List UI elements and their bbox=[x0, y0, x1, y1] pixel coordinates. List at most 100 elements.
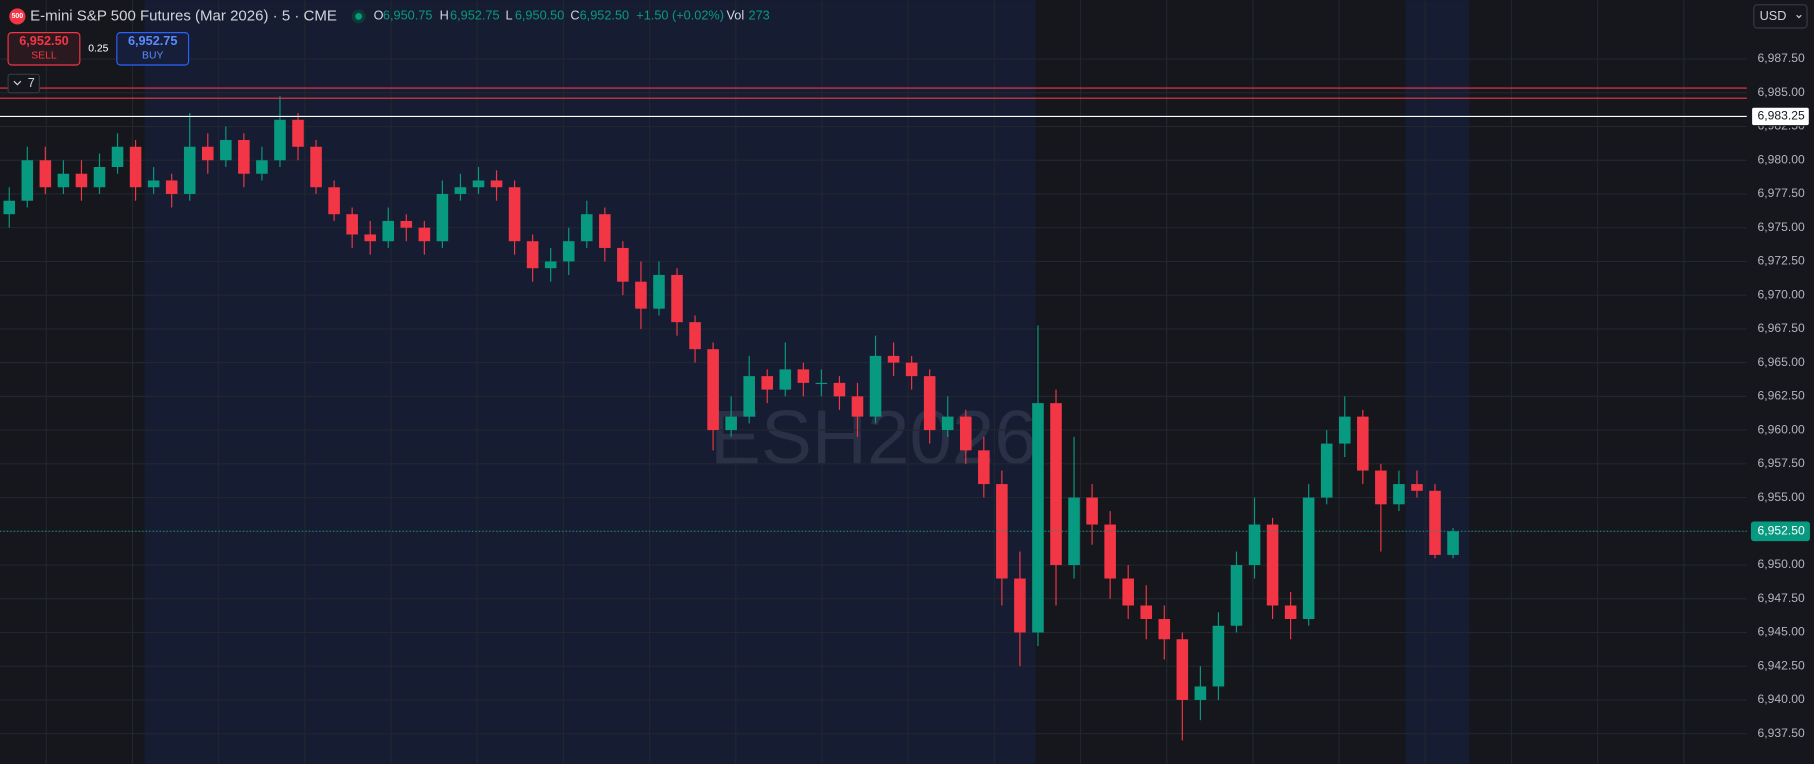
value: 6,950.75 bbox=[383, 8, 433, 23]
candle-body bbox=[129, 146, 142, 188]
candle-body bbox=[599, 214, 611, 248]
candle-body bbox=[1104, 524, 1116, 579]
candle-body bbox=[382, 220, 395, 242]
candle-body bbox=[436, 193, 449, 242]
candle-body bbox=[346, 214, 358, 235]
axis: 6,937.50 6,940.00 6,942.50 6,945.00 6,947.50… bbox=[1750, 51, 1810, 740]
y-tick-label: 6,972.50 bbox=[1758, 254, 1805, 268]
candle-body bbox=[779, 369, 792, 390]
candle-body bbox=[454, 187, 467, 194]
candle-body bbox=[1140, 605, 1153, 619]
candle-body bbox=[310, 146, 322, 188]
candle-body bbox=[57, 173, 70, 188]
y-tick-label: 6,937.50 bbox=[1758, 726, 1805, 740]
candle-body bbox=[562, 241, 575, 262]
candle-body bbox=[1194, 686, 1207, 700]
candle-body bbox=[1050, 403, 1062, 566]
candle-body bbox=[1158, 618, 1171, 640]
candle-body bbox=[1212, 625, 1225, 687]
y-tick-label: 6,947.50 bbox=[1758, 591, 1805, 605]
candle-body bbox=[1393, 484, 1405, 505]
candle-body bbox=[580, 214, 593, 242]
y-tick-label: 6,980.00 bbox=[1758, 152, 1805, 166]
candle-body bbox=[1429, 490, 1441, 555]
candle-body bbox=[526, 241, 539, 269]
price-axis bbox=[1746, 0, 1814, 764]
symbol-title[interactable]: E-mini S&P 500 Futures (Mar 2026) · 5 · … bbox=[30, 7, 337, 24]
value: 273 bbox=[749, 8, 770, 23]
candle-body bbox=[1447, 531, 1459, 555]
candle-body bbox=[1248, 524, 1261, 566]
currency-select[interactable] bbox=[1753, 4, 1808, 29]
y-tick-label: 6,967.50 bbox=[1758, 321, 1805, 335]
symbol-badge: 500 bbox=[12, 13, 24, 20]
candle-body bbox=[905, 362, 918, 377]
candle-body bbox=[797, 369, 810, 383]
sell-label: SELL bbox=[31, 51, 57, 62]
y-tick-label: 6,945.00 bbox=[1758, 625, 1805, 639]
candle-body bbox=[3, 200, 16, 215]
candle-body bbox=[292, 119, 304, 147]
change: +1.50 (+0.02%) bbox=[636, 8, 724, 23]
candle-body bbox=[183, 146, 196, 194]
candle-body bbox=[959, 416, 972, 451]
currency: USD bbox=[1760, 8, 1787, 23]
candle-body bbox=[1086, 497, 1098, 525]
y-tick-label: 6,987.50 bbox=[1758, 51, 1805, 65]
candle-body bbox=[1357, 416, 1369, 471]
candle-body bbox=[653, 274, 665, 309]
candle-body bbox=[220, 140, 232, 161]
y-tick-label: 6,955.00 bbox=[1758, 490, 1805, 504]
candle-body bbox=[1032, 403, 1044, 633]
dropdown-icon bbox=[1796, 14, 1802, 19]
chevron-icon bbox=[13, 80, 22, 86]
candle-body bbox=[1320, 443, 1333, 498]
y-tick-label: 6,950.00 bbox=[1758, 557, 1805, 571]
candle-body bbox=[274, 119, 286, 161]
y-tick-label: 6,985.00 bbox=[1758, 85, 1805, 99]
session-band bbox=[144, 0, 1036, 764]
candle-body bbox=[978, 450, 990, 485]
candle-body bbox=[743, 376, 755, 417]
label: Vol bbox=[727, 8, 745, 23]
y-tick-label: 6,962.50 bbox=[1758, 389, 1805, 403]
indicators-count: 7 bbox=[28, 75, 35, 90]
candle-body bbox=[75, 173, 88, 188]
status-dot bbox=[355, 12, 363, 20]
ohlc-legend: O6,950.75 H6,952.75 L 6,950.50 C6,952.50 … bbox=[374, 8, 770, 23]
y-tick-label: 6,942.50 bbox=[1758, 658, 1805, 672]
y-tick-label: 6,970.00 bbox=[1758, 287, 1805, 301]
price-label-box bbox=[1750, 106, 1810, 127]
label: L bbox=[506, 8, 513, 23]
candle-body bbox=[544, 261, 557, 269]
candle-body bbox=[815, 382, 828, 385]
value: 6,950.50 bbox=[515, 8, 565, 23]
candle-body bbox=[725, 416, 737, 431]
candle-body bbox=[238, 140, 250, 174]
candle-body bbox=[887, 355, 900, 363]
sell-button[interactable] bbox=[7, 32, 81, 66]
candle-body bbox=[707, 349, 719, 431]
candle-body bbox=[21, 160, 34, 201]
candle-body bbox=[256, 160, 268, 174]
buy-button[interactable] bbox=[116, 32, 190, 66]
candle-body bbox=[490, 180, 503, 188]
indicators-toggle[interactable] bbox=[7, 73, 40, 94]
plot bbox=[0, 58, 1814, 741]
candle-body bbox=[508, 187, 521, 242]
candle-body bbox=[400, 220, 413, 228]
candle-body bbox=[328, 187, 340, 215]
price-label-box bbox=[1750, 521, 1810, 542]
candle-body bbox=[1302, 497, 1315, 619]
candle-body bbox=[761, 376, 774, 390]
candle-body bbox=[1122, 578, 1134, 606]
label: H bbox=[440, 8, 449, 23]
y-tick-label: 6,975.00 bbox=[1758, 220, 1805, 234]
candle-body bbox=[147, 180, 160, 188]
candle-body bbox=[671, 274, 683, 323]
symbol-icon bbox=[9, 8, 26, 25]
label: O bbox=[374, 8, 384, 23]
y-tick-label: 6,960.00 bbox=[1758, 422, 1805, 436]
